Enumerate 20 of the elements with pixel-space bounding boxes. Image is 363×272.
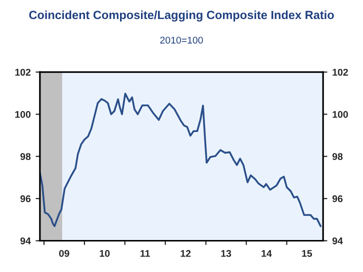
y2-tick-label: 98 bbox=[332, 153, 343, 160]
y-tick-label: 102 bbox=[15, 68, 31, 76]
x-tick-label: 11 bbox=[140, 250, 150, 257]
line-series bbox=[40, 92, 322, 228]
y2-tick-label: 96 bbox=[332, 195, 343, 202]
y2-tick-label: 100 bbox=[332, 110, 348, 118]
y-tick-label: 98 bbox=[20, 153, 31, 160]
x-tick-label: 12 bbox=[180, 250, 191, 257]
x-tick-label: 13 bbox=[221, 250, 232, 257]
x-tick-label: 10 bbox=[100, 250, 110, 257]
y2-tick-label: 102 bbox=[332, 68, 348, 76]
y-tick-label: 100 bbox=[15, 110, 31, 118]
chart-subtitle: 2010=100 bbox=[160, 36, 203, 44]
chart-title: Coincident Composite/Lagging Composite Index Ratio bbox=[29, 10, 334, 22]
y-tick-label: 96 bbox=[20, 195, 31, 202]
y-tick-label: 94 bbox=[20, 237, 31, 244]
x-tick-label: 09 bbox=[59, 250, 70, 257]
y2-tick-label: 94 bbox=[332, 237, 343, 244]
x-tick-label: 14 bbox=[262, 250, 272, 257]
x-tick-label: 15 bbox=[302, 250, 312, 257]
